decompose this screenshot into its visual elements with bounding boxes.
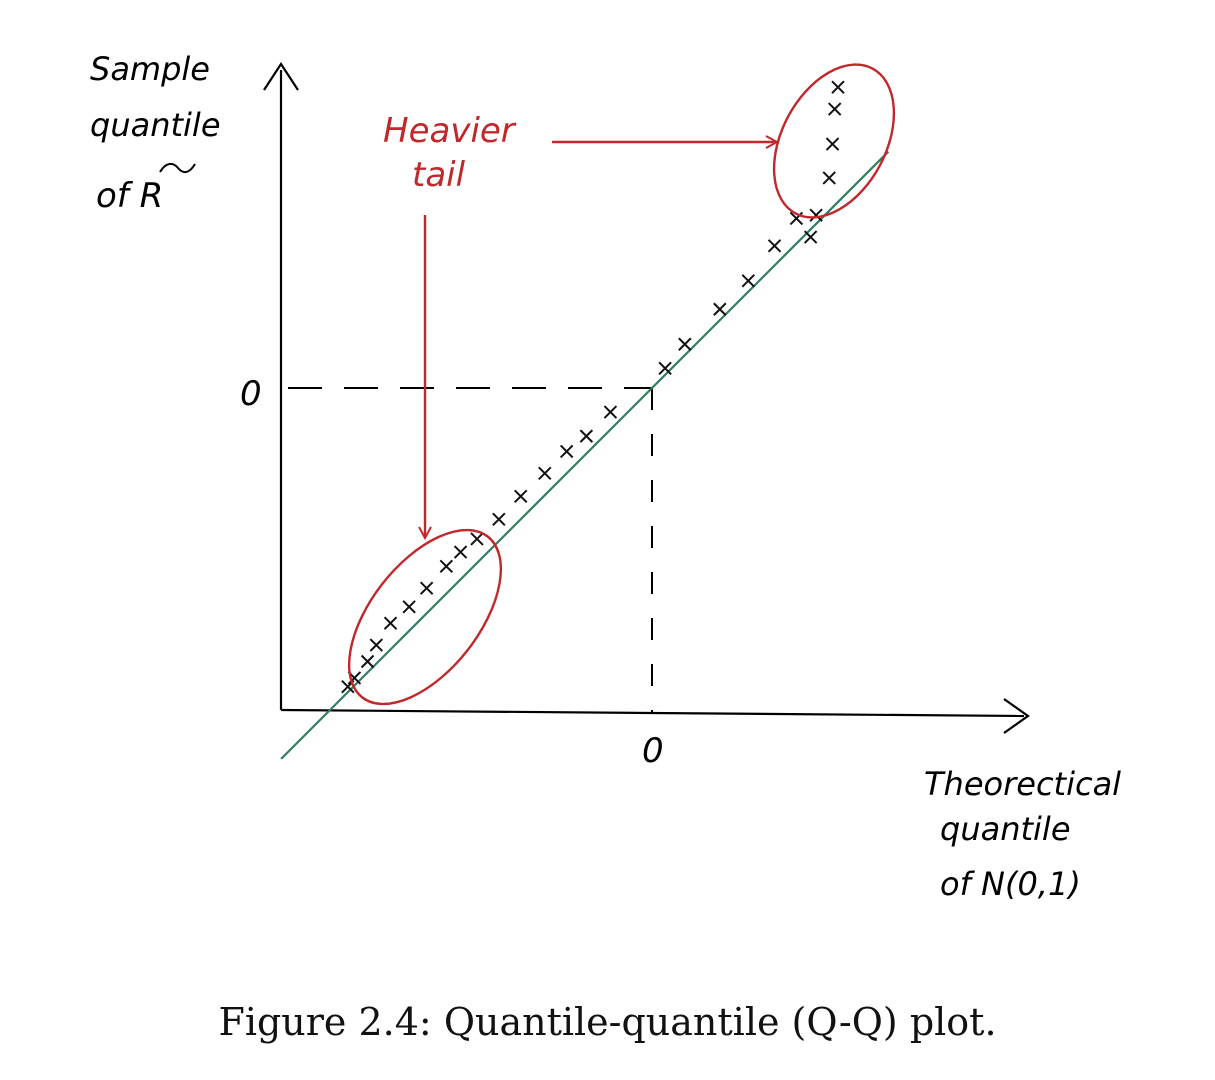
x-axis-label-line-1: Theorectical [924,765,1121,803]
data-point-marker [383,616,398,630]
data-point-marker [678,337,692,351]
x-axis-label-line-3: of N(0,1) [940,865,1081,903]
data-point-marker [470,532,484,546]
data-point-marker [603,405,618,419]
data-point-marker [827,102,842,116]
x-tick-label-zero: 0 [642,731,664,771]
y-axis-label-line-1: Sample [90,50,210,88]
y-axis-label-line-2: quantile [90,106,221,144]
data-point-marker [658,361,672,376]
data-point-marker [741,274,755,288]
data-point-marker [439,559,454,574]
data-point-marker [369,638,384,652]
reference-line [280,150,890,760]
data-point-marker [713,302,727,316]
data-point-marker [538,466,552,481]
upper-tail-ellipse [772,63,896,219]
data-point-marker [822,171,836,185]
qq-plot-figure: Heavier tail Sample quantile of R Theore… [90,50,1121,903]
data-point-marker [825,137,840,151]
data-point-marker [559,444,574,459]
y-tick-label-zero: 0 [240,374,262,414]
x-axis [280,708,1025,718]
data-point-marker [514,489,528,504]
data-point-marker [419,581,434,595]
data-points [341,80,845,694]
y-axis-arrowhead [263,61,299,91]
data-point-marker [453,545,468,559]
lower-tail-ellipse [347,528,503,706]
tilde-mark [159,162,196,174]
annotation-line-1: Heavier [383,111,517,151]
data-point-marker [831,80,845,94]
data-point-marker [579,429,594,443]
x-axis-arrowhead [1003,698,1030,734]
data-point-marker [360,654,375,669]
data-point-marker [492,512,506,526]
x-axis-label-line-2: quantile [940,810,1071,848]
data-point-marker [402,600,416,614]
data-point-marker [809,208,823,222]
annotation-line-2: tail [412,155,466,195]
figure-caption: Figure 2.4: Quantile-quantile (Q-Q) plot… [218,1000,997,1044]
y-axis-label-line-3: of R [96,176,163,216]
data-point-marker [803,230,818,244]
data-point-marker [767,239,782,253]
